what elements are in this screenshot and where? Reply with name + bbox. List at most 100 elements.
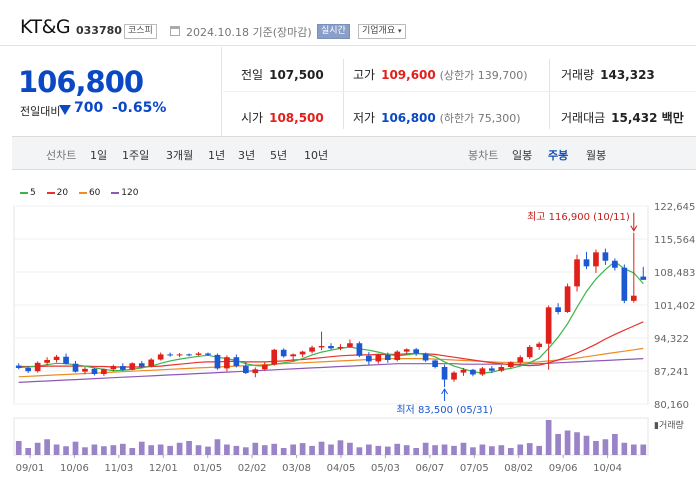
x-tick-label: 05/03 (371, 463, 400, 474)
volume-bar (602, 439, 609, 455)
period-3y[interactable]: 3년 (238, 149, 256, 162)
volume-bar (15, 441, 22, 455)
candle-body (119, 366, 126, 370)
candle-monthly[interactable]: 월봉 (586, 149, 607, 162)
low-annotation: 최저 83,500 (05/31) (396, 404, 492, 416)
period-10y[interactable]: 10년 (304, 149, 329, 162)
candle-body (290, 354, 296, 357)
period-3m[interactable]: 3개월 (166, 149, 194, 162)
stat-volume: 거래량 143,323 (561, 68, 655, 82)
volume-bar (536, 445, 543, 455)
volume-bar (479, 444, 486, 455)
candle-body (366, 355, 372, 362)
period-1y[interactable]: 1년 (208, 149, 226, 162)
candlestick-chart[interactable]: 122,645 115,564 108,483 101,402 94,322 87,241… (0, 180, 696, 487)
volume-bar (593, 441, 599, 455)
period-1w[interactable]: 1주일 (122, 149, 150, 162)
candle-body (517, 357, 524, 363)
volume-bar (630, 444, 637, 455)
volume-bar (63, 446, 69, 455)
volume-bar (366, 444, 372, 455)
volume-bar (205, 446, 211, 455)
y-tick-label: 122,645 (654, 202, 695, 213)
candle-body (593, 252, 599, 267)
candle-body (630, 295, 637, 301)
candle-body (82, 368, 88, 372)
volume-bar (640, 444, 647, 455)
realtime-button[interactable]: 실시간 (317, 24, 350, 39)
y-tick-label: 101,402 (654, 301, 695, 312)
candle-body (564, 286, 571, 313)
price-change-percent: -0.65% (112, 100, 167, 116)
x-tick-label: 02/02 (238, 463, 267, 474)
period-5y[interactable]: 5년 (270, 149, 288, 162)
line-chart-label: 선차트 (46, 149, 77, 162)
x-tick-label: 03/08 (282, 463, 311, 474)
stat-amount: 거래대금 15,432 백만 (561, 111, 684, 125)
volume-bar (91, 444, 98, 455)
volume-bar (224, 444, 230, 455)
period-1d[interactable]: 1일 (90, 149, 108, 162)
candle-daily[interactable]: 일봉 (512, 149, 533, 162)
volume-bar (441, 444, 448, 455)
candle-body (621, 267, 628, 301)
chart-toolbar: 선차트 1일 1주일 3개월 1년 3년 5년 10년 봉차트 일봉 주봉 월봉 (12, 136, 696, 170)
candle-weekly[interactable]: 주봉 (548, 149, 569, 162)
candle-body (214, 354, 221, 369)
divider (343, 59, 344, 129)
x-tick-label: 07/05 (460, 463, 489, 474)
volume-bar (347, 442, 353, 455)
candle-body (403, 349, 410, 352)
candle-body (148, 359, 155, 367)
candle-body (318, 346, 325, 348)
y-tick-label: 80,160 (654, 400, 689, 411)
candle-body (640, 276, 647, 280)
stock-name: KT&G (20, 16, 71, 38)
candle-body (176, 354, 183, 356)
x-tick-label: 08/02 (504, 463, 533, 474)
y-tick-label: 87,241 (654, 367, 689, 378)
candle-body (224, 357, 230, 369)
candle-body (44, 360, 50, 363)
low-arrowhead (441, 388, 448, 395)
volume-bar (583, 435, 590, 455)
current-price-panel: 106,800 전일대비 700 -0.65% (0, 47, 222, 136)
candle-body (271, 349, 278, 365)
price-date: 2024.10.18 기준(장마감) (186, 26, 312, 39)
volume-bar (82, 447, 88, 455)
legend-ma20: 20 (46, 188, 68, 198)
volume-bar (101, 446, 107, 455)
volume-bar (432, 445, 438, 455)
volume-bar (422, 442, 429, 455)
divider (549, 59, 550, 129)
candle-body (460, 369, 467, 373)
candle-body (526, 346, 533, 358)
change-label: 전일대비 (20, 105, 61, 118)
volume-bar (375, 445, 382, 455)
volume-bar (328, 444, 334, 455)
volume-bar (403, 445, 410, 455)
candle-body (583, 259, 590, 267)
candle-body (72, 363, 79, 372)
candle-body (129, 363, 136, 370)
volume-bar (271, 443, 278, 455)
candle-body (110, 366, 117, 370)
volume-bar (318, 441, 325, 455)
volume-bar (460, 442, 467, 455)
candle-body (422, 353, 429, 361)
x-tick-label: 06/07 (415, 463, 444, 474)
candle-body (394, 351, 401, 361)
stock-code: 033780 (76, 24, 122, 37)
candle-body (280, 349, 287, 357)
volume-bar (517, 444, 524, 455)
volume-bar (564, 430, 571, 455)
volume-bar (157, 444, 164, 455)
chart-legend: 5 20 60 120 (20, 188, 146, 198)
candle-body (186, 354, 192, 356)
company-overview-dropdown[interactable]: 기업개요 ▾ (358, 24, 406, 39)
candle-body (498, 366, 505, 371)
volume-bar (621, 442, 628, 455)
candle-body (356, 343, 363, 356)
y-tick-label: 94,322 (654, 334, 689, 345)
legend-ma60: 60 (78, 188, 100, 198)
